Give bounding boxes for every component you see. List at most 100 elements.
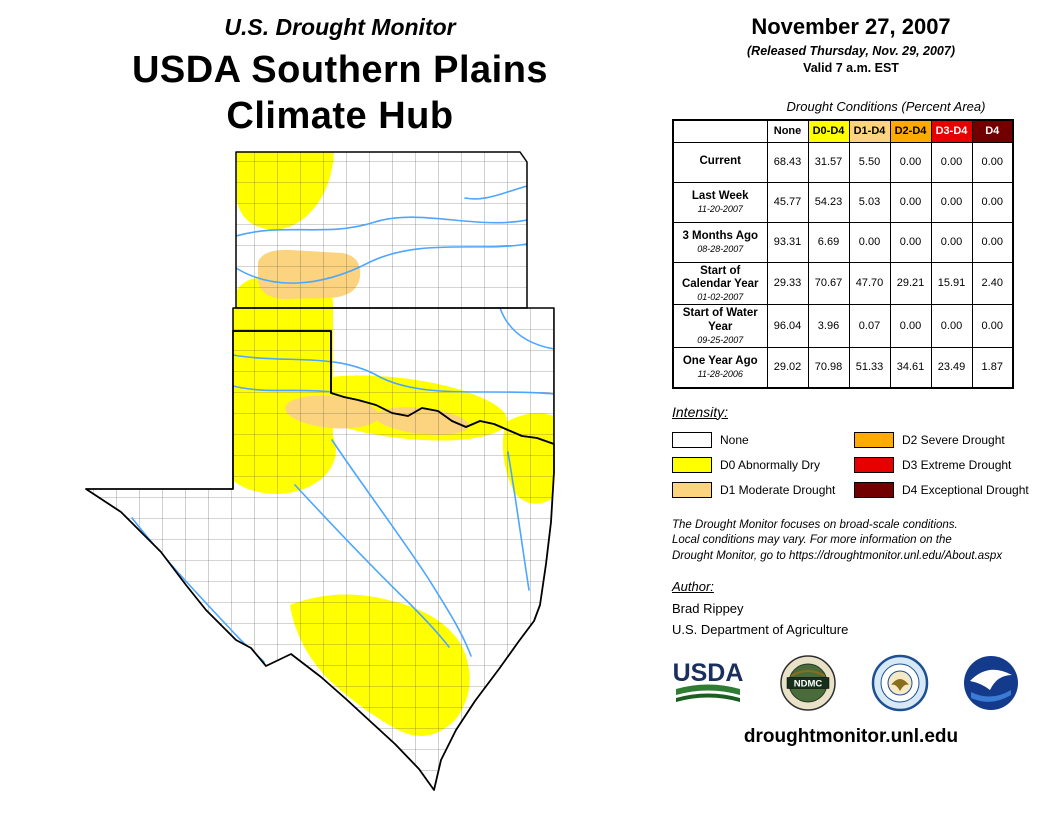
cell-value: 0.00: [930, 181, 973, 223]
cell-value: 5.50: [848, 141, 891, 183]
footer-url: droughtmonitor.unl.edu: [743, 726, 959, 748]
table-header-row: None D0-D4 D1-D4 D2-D4 D3-D4 D4: [672, 119, 1014, 143]
cell-value: 96.04: [766, 304, 809, 349]
svg-text:USDA: USDA: [673, 659, 744, 687]
legend-title: Intensity:: [672, 403, 729, 420]
legend-item-none: None: [672, 428, 854, 453]
cell-value: 3.96: [807, 304, 850, 349]
cell-value: 2.40: [971, 261, 1014, 306]
legend-label: D3 Extreme Drought: [902, 458, 1012, 473]
cell-value: 0.00: [971, 181, 1014, 223]
state-borders: [85, 151, 555, 791]
legend-item-d4: D4 Exceptional Drought: [854, 478, 1029, 503]
legend-label: D2 Severe Drought: [902, 433, 1005, 448]
d2-swatch: [854, 432, 894, 449]
drought-map: [85, 151, 555, 791]
cell-value: 1.87: [971, 347, 1014, 389]
col-header-d3-d4: D3-D4: [930, 119, 973, 143]
page-title-line1: USDA Southern Plains: [131, 49, 549, 91]
table-title: Drought Conditions (Percent Area): [786, 99, 986, 114]
col-header-d0-d4: D0-D4: [807, 119, 850, 143]
row-date: 01-02-2007: [697, 291, 744, 302]
cell-value: 0.00: [889, 304, 932, 349]
table-row: Start of Calendar Year 01-02-2007 29.33 …: [672, 261, 1014, 306]
cell-value: 51.33: [848, 347, 891, 389]
valid-time: Valid 7 a.m. EST: [803, 61, 899, 75]
cell-value: 0.00: [930, 221, 973, 263]
legend-label: D4 Exceptional Drought: [902, 483, 1029, 498]
table-row: One Year Ago 11-28-2006 29.02 70.98 51.3…: [672, 347, 1014, 389]
usda-logo: USDA: [673, 659, 744, 703]
cell-value: 23.49: [930, 347, 973, 389]
col-header-none: None: [766, 119, 809, 143]
legend-item-d3: D3 Extreme Drought: [854, 453, 1029, 478]
cell-value: 70.67: [807, 261, 850, 306]
none-swatch: [672, 432, 712, 449]
legend-label: D0 Abnormally Dry: [720, 458, 821, 473]
cell-value: 0.00: [848, 221, 891, 263]
cell-value: 45.77: [766, 181, 809, 223]
disclaimer-text: The Drought Monitor focuses on broad-sca…: [672, 518, 1042, 565]
disclaimer-line: Drought Monitor, go to https://droughtmo…: [672, 549, 1003, 562]
drought-conditions-table: None D0-D4 D1-D4 D2-D4 D3-D4 D4 Current …: [672, 119, 1014, 389]
cell-value: 0.00: [971, 141, 1014, 183]
table-row: Last Week 11-20-2007 45.77 54.23 5.03 0.…: [672, 181, 1014, 223]
table-row: Start of Water Year 09-25-2007 96.04 3.9…: [672, 304, 1014, 349]
legend-item-d2: D2 Severe Drought: [854, 428, 1029, 453]
cell-value: 0.00: [889, 181, 932, 223]
d4-swatch: [854, 482, 894, 499]
disclaimer-line: Local conditions may vary. For more info…: [672, 534, 952, 547]
d3-swatch: [854, 457, 894, 474]
table-corner-cell: [672, 119, 768, 143]
cell-value: 93.31: [766, 221, 809, 263]
author-org: U.S. Department of Agriculture: [672, 622, 849, 638]
cell-value: 70.98: [807, 347, 850, 389]
legend-label: None: [720, 433, 749, 448]
cell-value: 0.00: [971, 304, 1014, 349]
row-date: 09-25-2007: [697, 334, 744, 345]
released-date: (Released Thursday, Nov. 29, 2007): [747, 44, 955, 58]
cell-value: 47.70: [848, 261, 891, 306]
texas-border: [85, 330, 555, 791]
cell-value: 0.07: [848, 304, 891, 349]
legend-item-d0: D0 Abnormally Dry: [672, 453, 854, 478]
row-date: 11-20-2007: [697, 203, 743, 214]
cell-value: 68.43: [766, 141, 809, 183]
disclaimer-line: The Drought Monitor focuses on broad-sca…: [672, 518, 958, 531]
intensity-legend: Intensity: None D0 Abnormally Dry D1 Mod…: [672, 404, 1042, 503]
row-label: One Year Ago: [682, 355, 758, 368]
cell-value: 29.33: [766, 261, 809, 306]
cell-value: 54.23: [807, 181, 850, 223]
cell-value: 0.00: [930, 304, 973, 349]
cell-value: 34.61: [889, 347, 932, 389]
report-supertitle: U.S. Drought Monitor: [224, 14, 456, 40]
row-label: Current: [699, 154, 742, 167]
cell-value: 15.91: [930, 261, 973, 306]
kansas-border: [235, 151, 528, 309]
row-date: 11-28-2006: [697, 369, 743, 380]
cell-value: 29.02: [766, 347, 809, 389]
legend-label: D1 Moderate Drought: [720, 483, 836, 498]
d0-swatch: [672, 457, 712, 474]
county-grid: [86, 152, 554, 790]
info-panel: November 27, 2007 (Released Thursday, No…: [660, 14, 1042, 748]
cell-value: 6.69: [807, 221, 850, 263]
row-label: 3 Months Ago: [682, 229, 759, 242]
noaa-logo: [963, 656, 1018, 711]
cell-value: 0.00: [889, 141, 932, 183]
agency-logos: USDA NDMC: [670, 654, 1020, 712]
author-heading: Author:: [672, 579, 714, 595]
col-header-d4: D4: [971, 119, 1014, 143]
author-block: Author: Brad Rippey U.S. Department of A…: [672, 579, 1042, 637]
page-title: USDA Southern Plains Climate Hub: [30, 47, 650, 140]
cell-value: 5.03: [848, 181, 891, 223]
row-label: Start of Calendar Year: [681, 264, 759, 290]
ndmc-logo: NDMC: [780, 655, 837, 711]
table-row: Current 68.43 31.57 5.50 0.00 0.00 0.00: [672, 141, 1014, 183]
legend-item-d1: D1 Moderate Drought: [672, 478, 854, 503]
cell-value: 0.00: [971, 221, 1014, 263]
cell-value: 0.00: [930, 141, 973, 183]
author-name: Brad Rippey: [672, 601, 744, 617]
cell-value: 31.57: [807, 141, 850, 183]
